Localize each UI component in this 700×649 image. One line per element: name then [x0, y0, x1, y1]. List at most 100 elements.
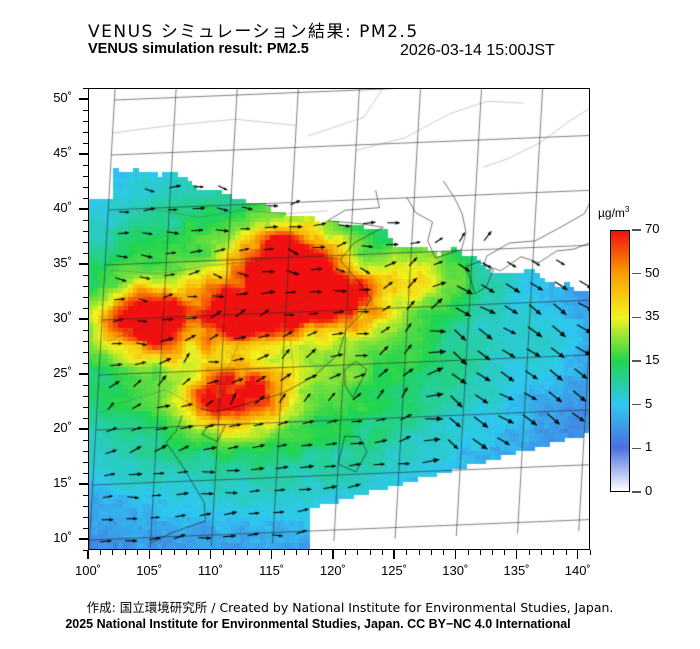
- x-tick-major: [270, 550, 273, 559]
- x-tick-minor: [308, 550, 310, 555]
- x-tick-minor: [222, 550, 224, 555]
- x-tick-minor: [320, 550, 322, 555]
- colorbar-tick: [632, 272, 641, 275]
- x-tick-minor: [418, 550, 420, 555]
- page-title-japanese: VENUS シミュレーション結果: PM2.5: [88, 22, 419, 42]
- y-tick-minor: [83, 418, 88, 419]
- x-tick-minor: [296, 550, 298, 555]
- y-tick-minor: [83, 451, 88, 452]
- y-tick-major: [79, 428, 88, 430]
- y-tick-minor: [83, 220, 88, 221]
- x-tick-minor: [259, 550, 261, 555]
- colorbar-unit-label: µg/m3: [598, 205, 629, 220]
- y-tick-minor: [83, 385, 88, 386]
- y-tick-minor: [83, 88, 88, 89]
- y-tick-major: [79, 483, 88, 485]
- y-tick-minor: [83, 473, 88, 474]
- colorbar-tick: [632, 360, 641, 362]
- x-tick-label: 140˚: [564, 563, 591, 578]
- colorbar-tick: [632, 229, 641, 231]
- y-tick-minor: [83, 396, 88, 397]
- colorbar-tick: [632, 316, 641, 319]
- colorbar[interactable]: [610, 230, 630, 492]
- x-tick-minor: [504, 550, 506, 555]
- y-tick-label: 40˚: [53, 200, 72, 215]
- page-title-english: VENUS simulation result: PM2.5: [88, 41, 309, 57]
- colorbar-tick-label: 5: [645, 395, 653, 411]
- x-tick-minor: [124, 550, 126, 555]
- colorbar-unit-text: µg/m: [598, 206, 625, 220]
- x-tick-minor: [173, 550, 175, 555]
- x-tick-minor: [430, 550, 432, 555]
- x-tick-label: 120˚: [319, 563, 346, 578]
- y-tick-major: [79, 318, 88, 320]
- y-tick-minor: [83, 121, 88, 122]
- x-tick-major: [332, 550, 334, 559]
- y-tick-minor: [83, 198, 88, 199]
- y-tick-minor: [83, 297, 88, 298]
- x-tick-minor: [406, 550, 408, 555]
- y-tick-minor: [83, 143, 88, 144]
- y-tick-major: [79, 538, 88, 540]
- y-tick-label: 15˚: [53, 475, 72, 490]
- y-tick-minor: [83, 352, 88, 353]
- y-tick-minor: [83, 495, 88, 496]
- colorbar-tick-label: 0: [645, 483, 653, 498]
- x-tick-minor: [100, 550, 102, 555]
- x-tick-label: 125˚: [381, 563, 408, 578]
- x-tick-label: 135˚: [503, 563, 530, 578]
- y-tick-minor: [83, 286, 88, 287]
- y-tick-label: 25˚: [53, 365, 72, 380]
- y-tick-major: [79, 373, 88, 375]
- y-tick-minor: [83, 253, 88, 254]
- x-tick-minor: [381, 550, 383, 555]
- x-tick-minor: [590, 550, 591, 555]
- y-tick-major: [79, 98, 88, 100]
- timestamp-label: 2026-03-14 15:00JST: [400, 42, 555, 59]
- x-tick-major: [393, 550, 395, 559]
- x-tick-minor: [185, 550, 187, 555]
- x-tick-label: 105˚: [136, 563, 163, 578]
- x-tick-label: 110˚: [197, 563, 223, 578]
- colorbar-tick-label: 1: [645, 439, 653, 455]
- y-tick-minor: [83, 440, 88, 441]
- license-text: 2025 National Institute for Environmenta…: [65, 617, 571, 631]
- x-tick-minor: [198, 550, 200, 555]
- y-tick-minor: [83, 231, 88, 232]
- x-tick-minor: [565, 550, 567, 555]
- x-tick-minor: [345, 550, 347, 555]
- x-tick-label: 130˚: [442, 563, 469, 578]
- y-tick-minor: [83, 165, 88, 166]
- y-tick-minor: [83, 528, 88, 529]
- y-tick-label: 30˚: [53, 310, 72, 325]
- map-plot-area[interactable]: [88, 88, 590, 550]
- y-tick-minor: [83, 187, 88, 188]
- x-tick-major: [577, 550, 579, 559]
- y-tick-minor: [83, 407, 88, 408]
- y-tick-label: 50˚: [53, 90, 72, 105]
- x-tick-label: 100˚: [74, 563, 102, 578]
- colorbar-unit-exponent: 3: [624, 205, 630, 214]
- x-tick-minor: [369, 550, 371, 555]
- x-tick-minor: [467, 550, 469, 555]
- y-tick-label: 10˚: [53, 530, 72, 545]
- pm25-concentration-map: [89, 89, 589, 549]
- x-tick-minor: [283, 550, 285, 555]
- y-tick-minor: [83, 341, 88, 342]
- x-tick-major: [148, 550, 150, 559]
- colorbar-tick: [632, 447, 641, 450]
- colorbar-tick-label: 50: [645, 264, 660, 280]
- y-tick-major: [79, 263, 88, 265]
- x-tick-minor: [112, 550, 114, 555]
- colorbar-tick: [632, 491, 641, 493]
- y-tick-minor: [83, 517, 88, 518]
- colorbar-tick-label: 15: [645, 352, 660, 367]
- y-tick-minor: [83, 462, 88, 463]
- y-tick-minor: [83, 363, 88, 364]
- y-tick-minor: [83, 275, 88, 276]
- x-tick-minor: [553, 550, 555, 555]
- x-tick-minor: [161, 550, 163, 555]
- y-tick-minor: [83, 176, 88, 177]
- y-tick-label: 20˚: [53, 420, 72, 435]
